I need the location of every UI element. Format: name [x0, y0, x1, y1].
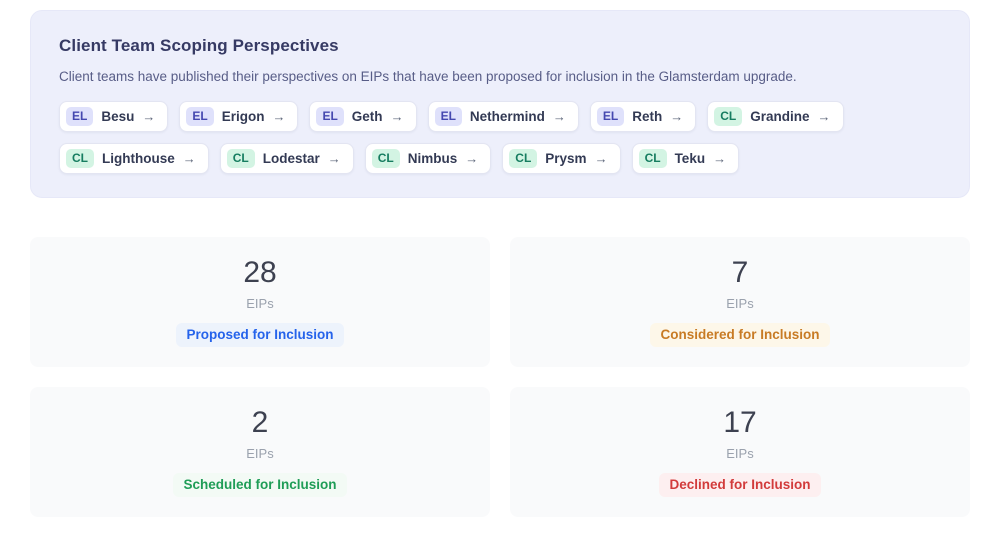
panel-description: Client teams have published their perspe…	[59, 69, 797, 84]
arrow-right-icon: →	[670, 109, 684, 125]
stat-value: 2	[251, 405, 269, 439]
page: Client Team Scoping Perspectives Client …	[30, 10, 970, 518]
stat-unit: EIPs	[246, 295, 274, 311]
arrow-right-icon: →	[594, 151, 608, 167]
arrow-right-icon: →	[142, 109, 156, 125]
team-name: Geth	[351, 109, 383, 125]
team-name: Nimbus	[407, 151, 458, 167]
stat-value: 7	[731, 255, 749, 289]
team-name: Reth	[632, 109, 663, 125]
stat-value: 28	[243, 255, 277, 289]
arrow-right-icon: →	[182, 151, 196, 167]
stat-unit: EIPs	[726, 445, 754, 461]
team-layer-badge: EL	[316, 107, 344, 127]
arrow-right-icon: →	[713, 151, 727, 167]
team-chip[interactable]: EL Besu →	[59, 101, 169, 133]
arrow-right-icon: →	[465, 151, 479, 167]
team-layer-badge: CL	[714, 107, 743, 127]
team-name: Nethermind	[469, 109, 545, 125]
stats-grid: 28 EIPs Proposed for Inclusion 7 EIPs Co…	[30, 237, 970, 518]
team-chip[interactable]: CL Teku →	[631, 143, 740, 175]
arrow-right-icon: →	[390, 109, 404, 125]
team-chip[interactable]: EL Erigon →	[179, 101, 299, 133]
stat-status-label: Scheduled for Inclusion	[173, 472, 347, 497]
team-layer-badge: CL	[509, 149, 538, 169]
team-name: Besu	[101, 109, 135, 125]
team-chip[interactable]: CL Lodestar →	[219, 143, 354, 175]
team-layer-badge: EL	[186, 107, 214, 127]
team-layer-badge: CL	[371, 149, 400, 169]
stat-card: 7 EIPs Considered for Inclusion	[510, 237, 970, 368]
stat-status-label: Considered for Inclusion	[650, 322, 830, 347]
team-name: Erigon	[221, 109, 265, 125]
team-chip[interactable]: CL Grandine →	[707, 101, 844, 133]
arrow-right-icon: →	[327, 151, 341, 167]
team-chip[interactable]: EL Nethermind →	[427, 101, 579, 133]
team-chip[interactable]: CL Prysm →	[502, 143, 621, 175]
team-name: Lodestar	[262, 151, 320, 167]
team-name: Teku	[674, 151, 706, 167]
stat-status-label: Proposed for Inclusion	[176, 322, 344, 347]
stat-value: 17	[723, 405, 757, 439]
stat-card: 28 EIPs Proposed for Inclusion	[30, 237, 490, 368]
team-layer-badge: EL	[434, 107, 462, 127]
scoping-panel: Client Team Scoping Perspectives Client …	[30, 10, 970, 199]
panel-title: Client Team Scoping Perspectives	[59, 36, 339, 55]
team-layer-badge: CL	[66, 149, 94, 169]
arrow-right-icon: →	[272, 109, 286, 125]
team-layer-badge: EL	[66, 107, 94, 127]
arrow-right-icon: →	[817, 109, 831, 125]
stat-unit: EIPs	[246, 445, 274, 461]
arrow-right-icon: →	[552, 109, 566, 125]
stat-card: 2 EIPs Scheduled for Inclusion	[30, 387, 490, 518]
team-layer-badge: CL	[638, 149, 667, 169]
team-name: Lighthouse	[102, 151, 175, 167]
team-chip[interactable]: CL Nimbus →	[364, 143, 492, 175]
team-chip[interactable]: CL Lighthouse →	[59, 143, 209, 175]
team-chip[interactable]: EL Geth →	[309, 101, 417, 133]
team-chip[interactable]: EL Reth →	[589, 101, 697, 133]
team-chips: EL Besu → EL Erigon → EL Geth → EL	[59, 101, 941, 175]
stat-unit: EIPs	[726, 295, 754, 311]
team-name: Prysm	[545, 151, 587, 167]
team-name: Grandine	[750, 109, 810, 125]
stat-card: 17 EIPs Declined for Inclusion	[510, 387, 970, 518]
team-layer-badge: CL	[226, 149, 255, 169]
stat-status-label: Declined for Inclusion	[659, 472, 821, 497]
team-layer-badge: EL	[596, 107, 625, 127]
